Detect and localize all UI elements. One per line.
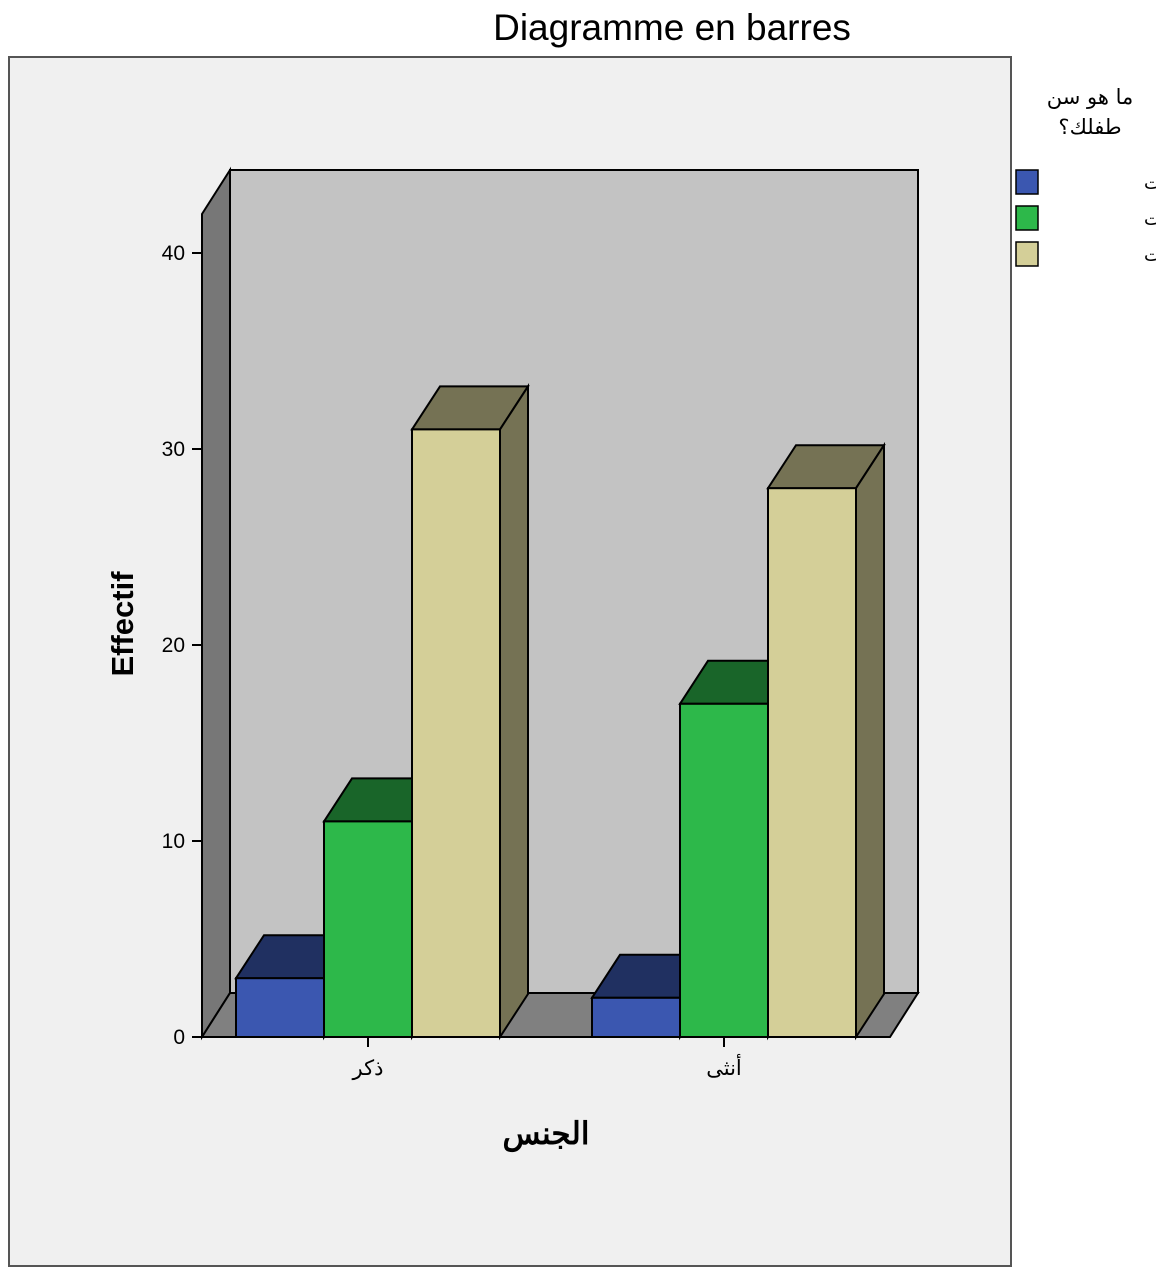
bar-side-face bbox=[499, 383, 529, 1041]
x-tick-label: ذكر bbox=[352, 1057, 384, 1081]
y-tick-label: 30 bbox=[162, 438, 185, 461]
legend-swatch bbox=[1015, 241, 1039, 267]
legend-swatch bbox=[1015, 169, 1039, 195]
bar-front-face bbox=[235, 977, 325, 1039]
bars bbox=[234, 383, 886, 1041]
bar-front-face bbox=[411, 428, 501, 1038]
y-tick-label: 0 bbox=[173, 1026, 185, 1049]
legend-label: أربعة سنوات bbox=[1144, 207, 1156, 230]
legend-label: خمسة سنوات bbox=[1144, 245, 1156, 266]
x-ticks: ذكر أنثى bbox=[352, 1037, 742, 1081]
legend-title-line-2: طفلك؟ bbox=[1058, 115, 1121, 139]
bar-side-face bbox=[855, 441, 885, 1041]
legend-title-line-1: ما هو سن bbox=[1047, 85, 1134, 109]
bar-front-face bbox=[591, 996, 681, 1038]
y-tick-label: 10 bbox=[162, 830, 185, 853]
x-tick-label: أنثى bbox=[706, 1053, 742, 1080]
y-tick-label: 40 bbox=[162, 242, 185, 265]
y-ticks: 0 10 20 30 40 bbox=[162, 242, 202, 1049]
bar-front-face bbox=[323, 820, 413, 1039]
bar bbox=[410, 383, 530, 1041]
side-wall bbox=[201, 166, 231, 1041]
bar-front-face bbox=[679, 702, 769, 1038]
bar bbox=[766, 441, 886, 1041]
x-axis-label: الجنس bbox=[503, 1116, 590, 1153]
bar-front-face bbox=[767, 487, 857, 1038]
legend-label: ثلاث سنوات bbox=[1144, 173, 1156, 194]
y-tick-label: 20 bbox=[162, 634, 185, 657]
chart-title: Diagramme en barres bbox=[493, 7, 851, 48]
legend-swatch bbox=[1015, 205, 1039, 231]
y-axis-label: Effectif bbox=[105, 571, 140, 677]
legend: ما هو سن طفلك؟ ثلاث سنوات أربعة سنوات خمسة… bbox=[1015, 85, 1156, 267]
legend-items: ثلاث سنوات أربعة سنوات خمسة سنوات bbox=[1015, 169, 1156, 267]
